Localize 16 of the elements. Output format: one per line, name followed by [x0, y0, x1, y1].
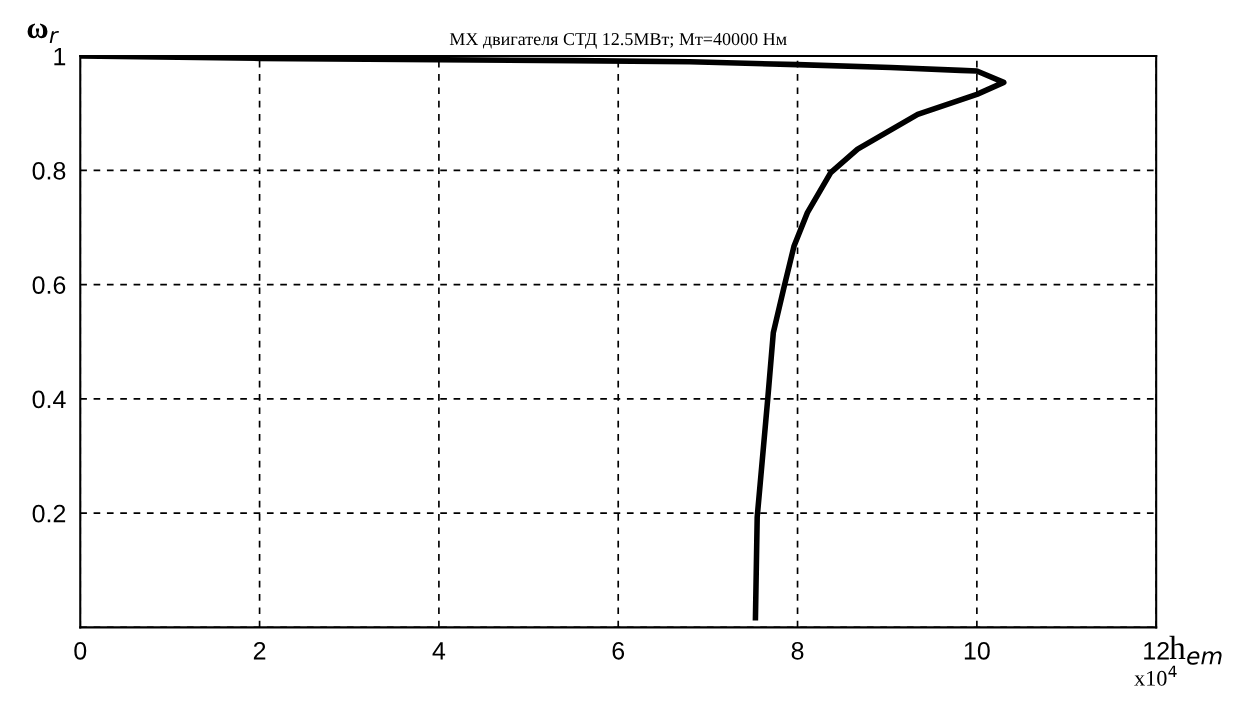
y-tick-label: 0.8	[32, 161, 66, 180]
x-tick-label: 6	[612, 641, 625, 660]
x-tick-label: 4	[432, 642, 446, 660]
x-tick-label: 2	[253, 641, 266, 660]
x-axis-title: h$_{em}$	[1169, 635, 1222, 665]
y-tick-label: 1	[54, 47, 66, 66]
x-tick-label: 12	[1144, 641, 1169, 660]
text: x10$^{4}$	[1134, 665, 1177, 686]
y-tick-label: 0.4	[32, 390, 66, 409]
y-tick-label: 0.2	[32, 504, 66, 523]
x-tick-label: 10	[964, 641, 990, 660]
chart-title: МХ двигателя СТД 12.5МВт; Мт=40000 Нм	[449, 32, 787, 49]
x-tick-label: 8	[791, 641, 804, 660]
x-tick-label: 0	[74, 641, 87, 660]
y-axis-title: ω$_{r}$	[27, 23, 59, 43]
y-tick-label: 0.6	[32, 276, 66, 294]
